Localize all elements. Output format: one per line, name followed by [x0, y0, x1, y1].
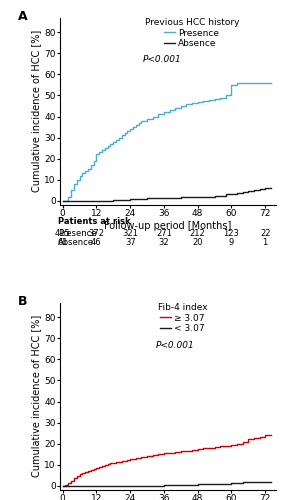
Text: P<0.001: P<0.001 [143, 56, 182, 64]
Text: Presence: Presence [58, 229, 97, 238]
Text: 1: 1 [262, 238, 268, 246]
Text: P<0.001: P<0.001 [156, 340, 195, 349]
Text: 9: 9 [229, 238, 234, 246]
Text: 32: 32 [159, 238, 169, 246]
Text: Patients at risk: Patients at risk [58, 218, 131, 226]
Text: Absence: Absence [58, 238, 94, 246]
Text: 61: 61 [57, 238, 68, 246]
Text: B: B [18, 295, 27, 308]
Y-axis label: Cumulative incidence of HCC [%]: Cumulative incidence of HCC [%] [31, 30, 41, 192]
Legend: ≥ 3.07, < 3.07: ≥ 3.07, < 3.07 [158, 304, 207, 333]
Text: A: A [18, 10, 27, 23]
Text: 415: 415 [55, 229, 71, 238]
Text: 20: 20 [192, 238, 203, 246]
Text: 123: 123 [223, 229, 239, 238]
Text: 22: 22 [260, 229, 270, 238]
Text: 212: 212 [190, 229, 205, 238]
Text: 372: 372 [88, 229, 104, 238]
Text: 321: 321 [122, 229, 138, 238]
X-axis label: Follow-up period [Months]: Follow-up period [Months] [105, 221, 232, 231]
Legend: Presence, Absence: Presence, Absence [144, 18, 239, 48]
Text: 46: 46 [91, 238, 102, 246]
Text: 37: 37 [125, 238, 136, 246]
Text: 271: 271 [156, 229, 172, 238]
Y-axis label: Cumulative incidence of HCC [%]: Cumulative incidence of HCC [%] [31, 315, 41, 478]
